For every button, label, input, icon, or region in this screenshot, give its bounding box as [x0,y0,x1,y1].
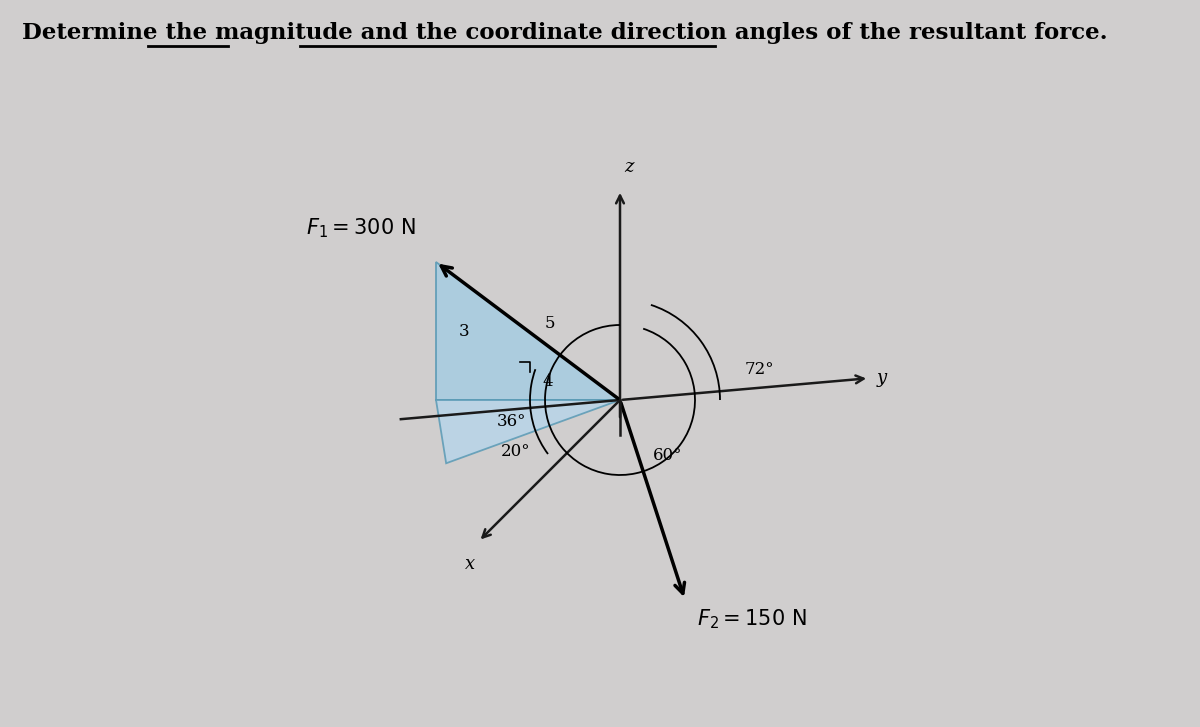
Text: 60°: 60° [653,446,683,464]
Text: 20°: 20° [502,443,530,460]
Text: $F_1 = 300\ \mathrm{N}$: $F_1 = 300\ \mathrm{N}$ [306,217,416,240]
Text: 5: 5 [545,315,556,332]
Polygon shape [436,262,620,400]
Text: 72°: 72° [745,361,775,379]
Text: 36°: 36° [497,414,527,430]
Text: y: y [877,369,887,387]
Text: 4: 4 [542,374,553,390]
Text: Determine the magnitude and the coordinate direction angles of the resultant for: Determine the magnitude and the coordina… [22,22,1108,44]
Text: z: z [624,158,634,176]
Text: 3: 3 [458,323,469,340]
Text: $F_2 = 150\ \mathrm{N}$: $F_2 = 150\ \mathrm{N}$ [697,608,806,631]
Polygon shape [436,400,620,463]
Text: x: x [464,555,474,574]
